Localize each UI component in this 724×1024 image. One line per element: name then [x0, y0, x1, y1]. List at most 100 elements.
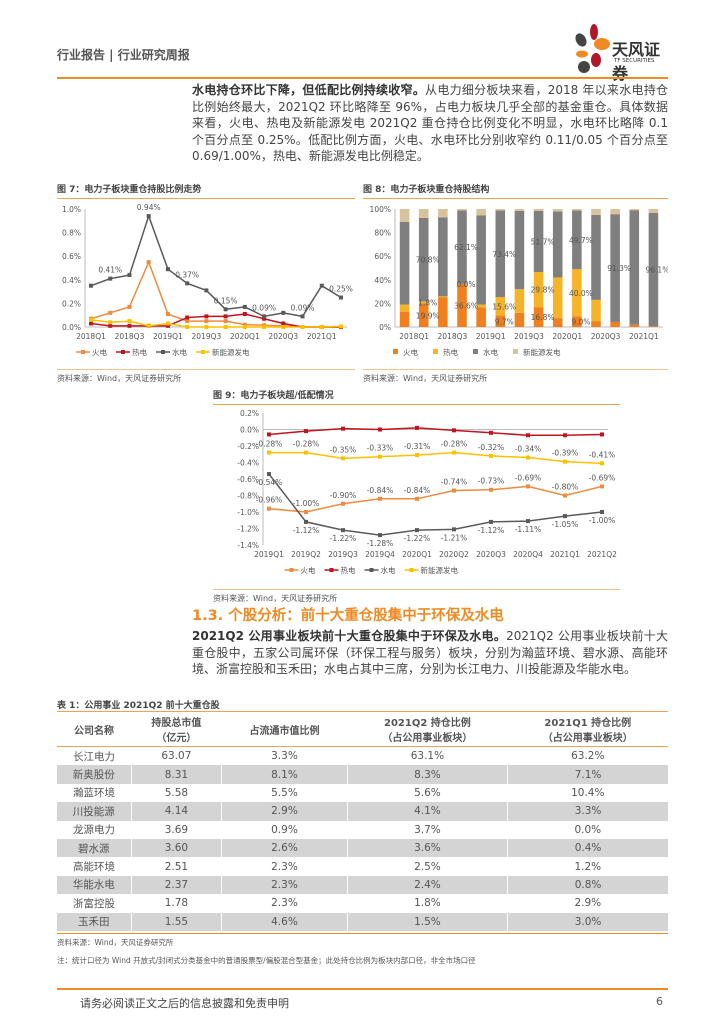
bar-segment	[457, 283, 467, 327]
data-point	[223, 307, 228, 312]
legend-marker	[201, 350, 205, 354]
table-cell: 0.0%	[574, 823, 602, 836]
column-header-line: 持股总市值	[151, 718, 202, 729]
data-point	[281, 325, 286, 329]
data-label: -0.28%	[293, 440, 320, 449]
logo-petals-icon	[575, 24, 610, 73]
y-tick-label: 0.4%	[62, 276, 81, 285]
y-tick-label: 1.0%	[62, 205, 81, 214]
data-point	[146, 323, 151, 328]
data-label: 51.7%	[531, 238, 555, 247]
series-line	[268, 473, 603, 536]
data-point	[262, 314, 267, 319]
x-tick-label: 2019Q1	[153, 332, 183, 341]
bar-segment	[629, 210, 640, 325]
data-label: -1.00%	[589, 516, 616, 525]
x-tick-label: 2020Q3	[476, 550, 506, 559]
table-cell: 1.2%	[574, 860, 602, 873]
bar-segment	[572, 316, 582, 327]
bar-segment	[514, 289, 525, 313]
data-label: 70.8%	[416, 256, 440, 265]
x-tick-label: 2020Q1	[230, 332, 260, 341]
x-tick-label: 2018Q3	[115, 332, 145, 341]
bar-segment	[533, 209, 544, 212]
table-cell: 2.5%	[414, 860, 441, 873]
data-point	[165, 321, 170, 326]
y-tick-label: 20%	[374, 299, 391, 308]
bar-segment	[438, 296, 448, 298]
data-point	[185, 315, 190, 320]
data-label: 15.6%	[492, 302, 516, 311]
data-label: -1.12%	[293, 526, 320, 535]
logo: 天风证券 TF SECURITIES	[572, 22, 668, 83]
column-header: 2021Q2 持仓比例 （占公用事业板块）	[347, 711, 508, 747]
legend-swatch	[393, 349, 398, 354]
intro-paragraph: 水电持仓环比下降，但低配比例持续收窄。从电力细分板块来看，2018 年以来水电持…	[192, 82, 668, 165]
data-label: 73.4%	[492, 250, 516, 259]
bar-segment	[514, 312, 525, 327]
table-cell: 3.6%	[346, 838, 508, 858]
data-point	[146, 214, 151, 219]
bar-segment	[457, 210, 467, 284]
bar-segment	[610, 321, 620, 327]
bar-segment	[533, 211, 544, 273]
bar-segment	[533, 272, 544, 308]
data-label: -0.41%	[589, 450, 616, 459]
column-header-line: （亿元）	[156, 733, 197, 744]
table-cell: 63.07	[161, 750, 192, 763]
table-cell: 4.6%	[221, 912, 348, 931]
x-tick-label: 2020Q1	[402, 550, 432, 559]
bar-segment	[572, 269, 582, 317]
table-cell: 川投能源	[57, 802, 132, 821]
legend-marker	[409, 568, 414, 572]
data-label: -1.28%	[367, 539, 394, 548]
x-tick-label: 2019Q4	[365, 550, 395, 559]
table-row: 玉禾田 1.55 4.6% 1.5% 3.0%	[57, 912, 668, 931]
data-label: 62.1%	[454, 243, 478, 252]
data-point	[339, 295, 343, 300]
data-point	[415, 496, 419, 501]
table-cell: 1.5%	[346, 912, 508, 931]
data-label: -0.84%	[404, 486, 431, 495]
data-point	[452, 428, 456, 433]
header-divider	[57, 77, 668, 79]
data-label: 16.8%	[531, 313, 555, 322]
bar-segment	[591, 321, 601, 327]
y-tick-label: 0%	[379, 323, 391, 332]
bar-segment	[572, 210, 582, 270]
data-point	[223, 314, 228, 319]
bar-segment	[418, 217, 429, 302]
bar-segment	[629, 209, 640, 211]
data-point	[304, 510, 308, 514]
bar-segment	[514, 209, 525, 211]
bar-segment	[591, 214, 601, 300]
data-point	[204, 288, 209, 293]
data-point	[165, 312, 170, 317]
bar-segment	[438, 217, 448, 297]
data-label: -1.12%	[478, 526, 505, 535]
data-label: 0.25%	[329, 285, 353, 294]
legend-marker	[81, 350, 85, 354]
figure-7-source: 资料来源：Wind，天风证券研究所	[57, 369, 355, 384]
bar-segment	[552, 211, 563, 278]
table-cell: 碧水源	[57, 838, 132, 858]
x-tick-label: 2020Q1	[552, 332, 582, 341]
data-point	[526, 455, 530, 460]
bar-segment	[476, 209, 486, 216]
data-point	[242, 312, 247, 317]
intro-text: 从电力细分板块来看，2018 年以来水电持仓比例始终最大，2021Q2 环比略降…	[192, 83, 668, 163]
data-label: -0.69%	[589, 473, 616, 482]
x-tick-label: 2018Q1	[399, 332, 429, 341]
x-tick-label: 2021Q1	[307, 332, 337, 341]
data-point	[204, 325, 209, 329]
data-label: 96.1%	[646, 266, 668, 275]
table-cell: 2.51	[164, 860, 189, 873]
table-note: 注：统计口径为 Wind 开放式/封闭式分类基金中的普通股票型/偏股混合型基金；…	[57, 956, 476, 965]
data-label: -0.32%	[478, 443, 505, 452]
table-title: 表 1：公用事业 2021Q2 前十大重仓股	[57, 701, 220, 711]
figure-8-title: 图 8：电力子板块重仓持股结构	[363, 182, 668, 199]
legend-swatch	[433, 349, 438, 354]
data-point	[304, 429, 308, 434]
table-cell: 0.9%	[271, 823, 298, 836]
data-point	[341, 456, 345, 461]
